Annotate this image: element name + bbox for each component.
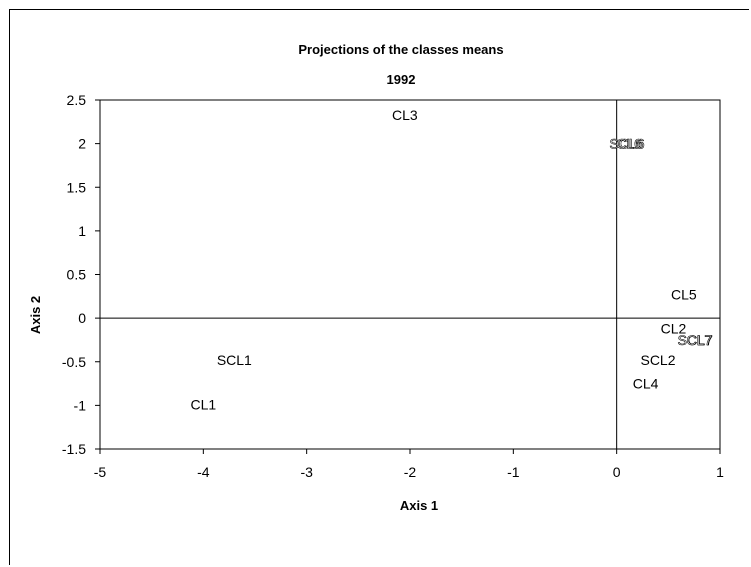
x-tick-label: -4 <box>197 464 210 480</box>
chart-subtitle: 1992 <box>387 72 416 87</box>
x-axis-title: Axis 1 <box>400 498 438 513</box>
point-label: SCL6 <box>609 136 644 152</box>
point-label: CL4 <box>633 376 659 392</box>
x-tick-label: -2 <box>404 464 417 480</box>
point-label: CL2 <box>661 321 687 337</box>
point-label: CL7 <box>686 332 712 348</box>
point-label: CL5 <box>671 287 697 303</box>
y-tick-label: 1 <box>78 223 86 239</box>
x-tick-label: 1 <box>716 464 724 480</box>
chart-title: Projections of the classes means <box>298 42 503 57</box>
point-label: CL1 <box>190 397 216 413</box>
y-tick-label: 1.5 <box>67 179 87 195</box>
point-label: SCL7 <box>678 332 713 348</box>
x-tick-label: -5 <box>94 464 107 480</box>
x-tick-label: 0 <box>613 464 621 480</box>
y-axis-title: Axis 2 <box>28 296 43 334</box>
y-tick-label: 0 <box>78 310 86 326</box>
point-label: CL6 <box>616 136 642 152</box>
x-tick-label: -3 <box>300 464 313 480</box>
point-label: SCL1 <box>217 352 252 368</box>
x-tick-label: -1 <box>507 464 520 480</box>
y-tick-label: -0.5 <box>62 354 86 370</box>
y-tick-label: 2 <box>78 136 86 152</box>
y-tick-label: -1.5 <box>62 441 86 457</box>
point-label: CL3 <box>392 107 418 123</box>
y-tick-label: 2.5 <box>67 92 87 108</box>
point-label: SCL2 <box>640 352 675 368</box>
y-tick-label: -1 <box>74 397 87 413</box>
plot-area: -5 -4 -3 -2 -1 0 1 2.5 2 1.5 1 0.5 0 -0.5 -1 -1.5 CL3 SCL… <box>62 92 724 480</box>
chart-area <box>9 9 749 565</box>
y-tick-label: 0.5 <box>67 267 87 283</box>
